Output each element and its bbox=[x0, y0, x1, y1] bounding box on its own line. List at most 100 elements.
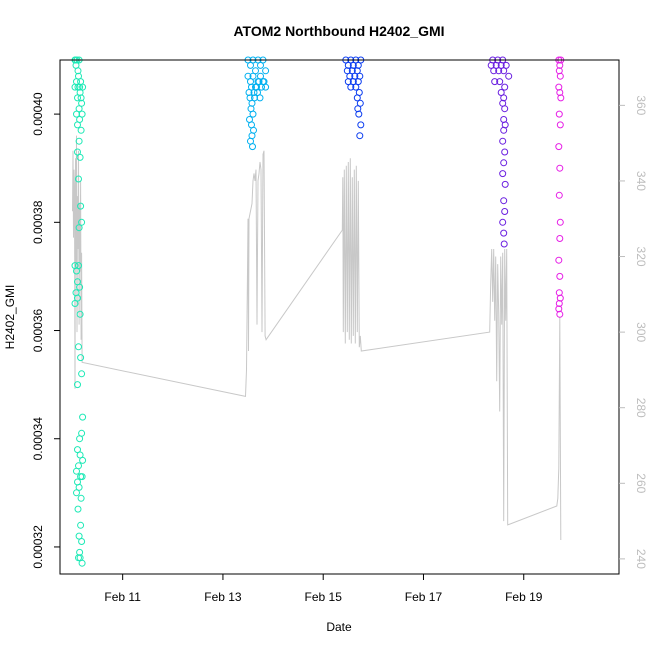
y-tick-label-3: 0.00038 bbox=[31, 200, 45, 244]
point-s1-29 bbox=[249, 110, 257, 118]
point-s4-14 bbox=[556, 235, 564, 242]
plot-frame bbox=[59, 59, 620, 575]
y2-tick-label-3: 300 bbox=[634, 322, 648, 342]
point-s3-17 bbox=[501, 105, 509, 113]
point-s4-9 bbox=[556, 121, 564, 129]
point-s0-19 bbox=[77, 126, 85, 134]
point-s2-17 bbox=[354, 78, 362, 86]
point-s3-12 bbox=[496, 78, 504, 86]
y2-axis: 240 260 280 300 320 340 360 bbox=[619, 95, 648, 569]
point-s0-18 bbox=[74, 121, 81, 129]
line-layer bbox=[72, 135, 562, 541]
point-s3-22 bbox=[501, 148, 509, 156]
point-s1-21 bbox=[258, 83, 265, 91]
point-s3-20 bbox=[500, 126, 508, 134]
x-tick-label-1: Feb 13 bbox=[204, 590, 242, 604]
point-s0-37 bbox=[77, 354, 85, 362]
point-s3-26 bbox=[500, 197, 508, 205]
point-s4-8 bbox=[555, 110, 563, 118]
point-s0-10 bbox=[74, 94, 81, 102]
point-s4-21 bbox=[555, 300, 563, 307]
point-s3-13 bbox=[501, 83, 509, 91]
point-s3-7 bbox=[505, 72, 513, 80]
y-tick-label-1: 0.00034 bbox=[31, 417, 45, 461]
y-tick-label-2: 0.00036 bbox=[31, 309, 45, 353]
x-axis: Feb 11 Feb 13 Feb 15 Feb 17 Feb 19 bbox=[104, 574, 543, 604]
point-s4-16 bbox=[556, 272, 564, 280]
point-s0-36 bbox=[75, 343, 82, 351]
point-s0-53 bbox=[77, 494, 85, 502]
point-s1-22 bbox=[260, 78, 268, 86]
point-s1-27 bbox=[256, 94, 264, 102]
point-s2-13 bbox=[344, 78, 352, 86]
point-s4-4 bbox=[556, 72, 564, 80]
point-s2-14 bbox=[347, 83, 355, 91]
y2-tick-label-1: 260 bbox=[634, 473, 648, 493]
x-tick-label-2: Feb 15 bbox=[305, 590, 343, 604]
point-s4-7 bbox=[557, 94, 565, 102]
point-s0-55 bbox=[77, 521, 85, 529]
y-tick-label-4: 0.00040 bbox=[31, 92, 45, 136]
point-s1-10 bbox=[249, 72, 257, 80]
point-s2-15 bbox=[349, 78, 357, 86]
point-s4-13 bbox=[556, 218, 564, 226]
point-s0-43 bbox=[74, 446, 81, 454]
point-s2-24 bbox=[354, 105, 362, 113]
y-tick-label-0: 0.00032 bbox=[31, 525, 45, 569]
point-s4-11 bbox=[556, 164, 564, 172]
point-s2-19 bbox=[353, 94, 361, 102]
point-s0-50 bbox=[78, 473, 86, 481]
point-s0-47 bbox=[73, 467, 80, 475]
point-s0-42 bbox=[78, 429, 86, 437]
point-s0-46 bbox=[79, 456, 87, 464]
point-s2-23 bbox=[356, 132, 364, 140]
point-s4-15 bbox=[555, 256, 563, 264]
grey-line-series bbox=[72, 135, 562, 541]
point-s4-12 bbox=[555, 191, 563, 199]
point-s3-27 bbox=[501, 208, 509, 215]
point-s1-20 bbox=[255, 78, 263, 86]
point-s3-28 bbox=[499, 218, 507, 226]
x-tick-label-3: Feb 17 bbox=[405, 590, 443, 604]
y2-tick-label-0: 240 bbox=[634, 549, 648, 569]
point-s1-35 bbox=[249, 143, 256, 151]
point-s0-12 bbox=[79, 83, 87, 91]
x-tick-label-0: Feb 11 bbox=[104, 590, 141, 604]
x-axis-label: Date bbox=[326, 620, 352, 634]
point-s0-30 bbox=[75, 262, 82, 270]
point-s3-24 bbox=[499, 170, 507, 178]
point-s0-35 bbox=[76, 310, 84, 318]
point-s3-29 bbox=[500, 229, 508, 237]
y2-tick-label-2: 280 bbox=[634, 398, 648, 418]
point-s3-25 bbox=[501, 180, 509, 188]
y2-tick-label-4: 320 bbox=[634, 247, 648, 267]
point-s3-11 bbox=[491, 78, 499, 86]
point-s0-61 bbox=[76, 554, 84, 562]
point-s3-23 bbox=[500, 159, 508, 167]
point-s3-30 bbox=[500, 240, 508, 248]
point-s0-14 bbox=[75, 105, 83, 113]
y2-tick-label-6: 360 bbox=[634, 95, 648, 115]
point-s0-39 bbox=[74, 381, 81, 389]
point-s0-54 bbox=[74, 505, 82, 513]
y-axis: 0.00032 0.00034 0.00036 0.00038 0.00040 bbox=[31, 92, 60, 569]
point-s0-3 bbox=[74, 67, 82, 75]
point-s0-22 bbox=[76, 153, 84, 161]
point-s0-34 bbox=[76, 283, 84, 291]
point-s0-38 bbox=[78, 370, 86, 378]
y2-tick-label-5: 340 bbox=[634, 171, 648, 191]
point-s0-26 bbox=[78, 218, 86, 226]
point-s3-6 bbox=[502, 61, 510, 69]
point-s0-20 bbox=[75, 137, 83, 145]
point-s0-64 bbox=[77, 94, 85, 102]
y-axis-label: H2402_GMI bbox=[3, 285, 17, 350]
point-s2-16 bbox=[352, 83, 360, 91]
point-s3-21 bbox=[499, 137, 507, 145]
point-s0-24 bbox=[77, 202, 85, 210]
point-s0-57 bbox=[78, 538, 86, 545]
point-s0-23 bbox=[75, 175, 82, 183]
point-s2-22 bbox=[357, 121, 365, 129]
point-s1-7 bbox=[262, 67, 270, 75]
